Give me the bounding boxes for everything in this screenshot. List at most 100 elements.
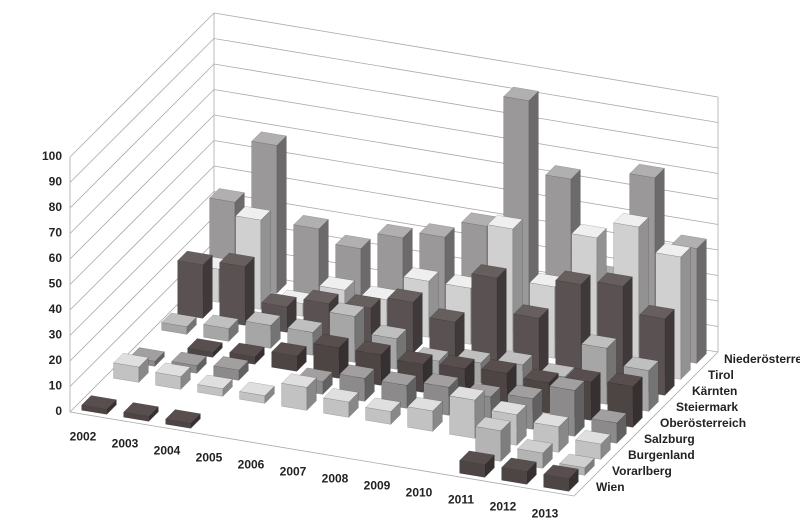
bar-top xyxy=(203,314,239,329)
bar-top xyxy=(165,409,201,424)
x-tick-label: 2010 xyxy=(406,486,433,500)
z-tick-label: 60 xyxy=(49,251,63,265)
bar xyxy=(155,362,191,391)
bar-side xyxy=(664,308,675,397)
x-tick-label: 2008 xyxy=(322,472,349,486)
bar-top xyxy=(187,338,223,353)
bar-front xyxy=(197,384,224,397)
bar-top xyxy=(155,362,191,377)
bar xyxy=(271,342,307,373)
bar xyxy=(165,409,201,430)
x-tick-label: 2003 xyxy=(112,437,139,451)
z-tick-label: 40 xyxy=(49,302,63,316)
bar-front xyxy=(113,362,140,383)
bar xyxy=(287,318,323,357)
bar-front xyxy=(177,260,204,319)
bar xyxy=(203,314,239,343)
bar xyxy=(161,312,197,336)
bar-front xyxy=(203,324,230,342)
bar-front xyxy=(155,372,182,390)
bar-side xyxy=(260,209,271,311)
bar xyxy=(323,388,359,419)
axis-line xyxy=(69,157,719,497)
x-tick-label: 2012 xyxy=(490,500,517,514)
z-tick-label: 0 xyxy=(55,404,62,418)
bar-side xyxy=(496,267,507,369)
bar xyxy=(313,333,349,380)
series-label: Salzburg xyxy=(644,432,695,446)
bar xyxy=(81,395,117,416)
bar xyxy=(475,416,511,463)
bar-top xyxy=(501,457,537,472)
bar-front xyxy=(81,404,108,415)
z-tick-label: 30 xyxy=(49,328,63,342)
z-tick-label: 50 xyxy=(49,277,63,291)
bar xyxy=(549,376,585,438)
z-tick-label: 80 xyxy=(49,200,63,214)
bar-front xyxy=(271,351,298,372)
bar xyxy=(197,374,233,398)
bar xyxy=(459,450,495,479)
z-tick-label: 20 xyxy=(49,353,63,367)
bar xyxy=(229,342,265,366)
bar xyxy=(575,430,611,461)
bar xyxy=(177,250,213,320)
bar-front xyxy=(245,320,272,349)
bar xyxy=(407,396,443,433)
bar-front xyxy=(293,224,320,301)
bar xyxy=(187,338,223,359)
bar xyxy=(293,214,329,302)
bar-top xyxy=(507,384,543,400)
series-label: Niederösterreich xyxy=(724,352,800,366)
bar xyxy=(449,386,485,440)
x-tick-label: 2005 xyxy=(196,451,223,465)
series-label: Oberösterreich xyxy=(660,416,746,430)
bar-side xyxy=(696,238,707,365)
z-tick-label: 90 xyxy=(49,175,63,189)
z-tick-label: 70 xyxy=(49,226,63,240)
bar-front xyxy=(219,262,246,326)
bar xyxy=(533,412,569,454)
z-tick-label: 100 xyxy=(42,149,62,163)
x-tick-label: 2004 xyxy=(154,444,181,458)
z-tick-label: 10 xyxy=(49,379,63,393)
bar xyxy=(239,381,275,405)
bar xyxy=(281,373,317,412)
bar xyxy=(555,270,591,383)
bar-front xyxy=(281,382,308,411)
x-tick-label: 2002 xyxy=(70,430,97,444)
bar-side xyxy=(538,308,549,376)
bar-front xyxy=(165,418,192,429)
bar xyxy=(365,397,401,426)
bar xyxy=(113,353,149,384)
bar xyxy=(219,252,255,327)
bar-front xyxy=(365,407,392,425)
bar-front xyxy=(161,322,188,335)
x-tick-label: 2009 xyxy=(364,479,391,493)
bar-front xyxy=(123,411,150,422)
bar-front xyxy=(459,460,486,478)
bar-front xyxy=(449,395,476,439)
bar xyxy=(213,356,249,382)
x-tick-label: 2006 xyxy=(238,458,265,472)
bar-front xyxy=(323,397,350,418)
series-label: Steiermark xyxy=(676,400,738,414)
series-label: Wien xyxy=(596,480,625,494)
bar xyxy=(501,457,537,486)
bar xyxy=(543,464,579,493)
bar-front xyxy=(239,391,266,404)
x-tick-label: 2007 xyxy=(280,465,307,479)
x-tick-label: 2011 xyxy=(448,493,474,507)
x-tick-label: 2013 xyxy=(532,507,559,521)
bar-side xyxy=(276,135,287,295)
bar-top xyxy=(503,86,539,102)
bar-side xyxy=(202,254,213,320)
bar xyxy=(123,402,159,423)
series-label: Tirol xyxy=(708,368,734,382)
bar xyxy=(171,351,207,375)
bar xyxy=(245,311,281,350)
bar-side xyxy=(412,292,423,355)
bar-front xyxy=(543,474,570,492)
bar-front xyxy=(501,467,528,485)
